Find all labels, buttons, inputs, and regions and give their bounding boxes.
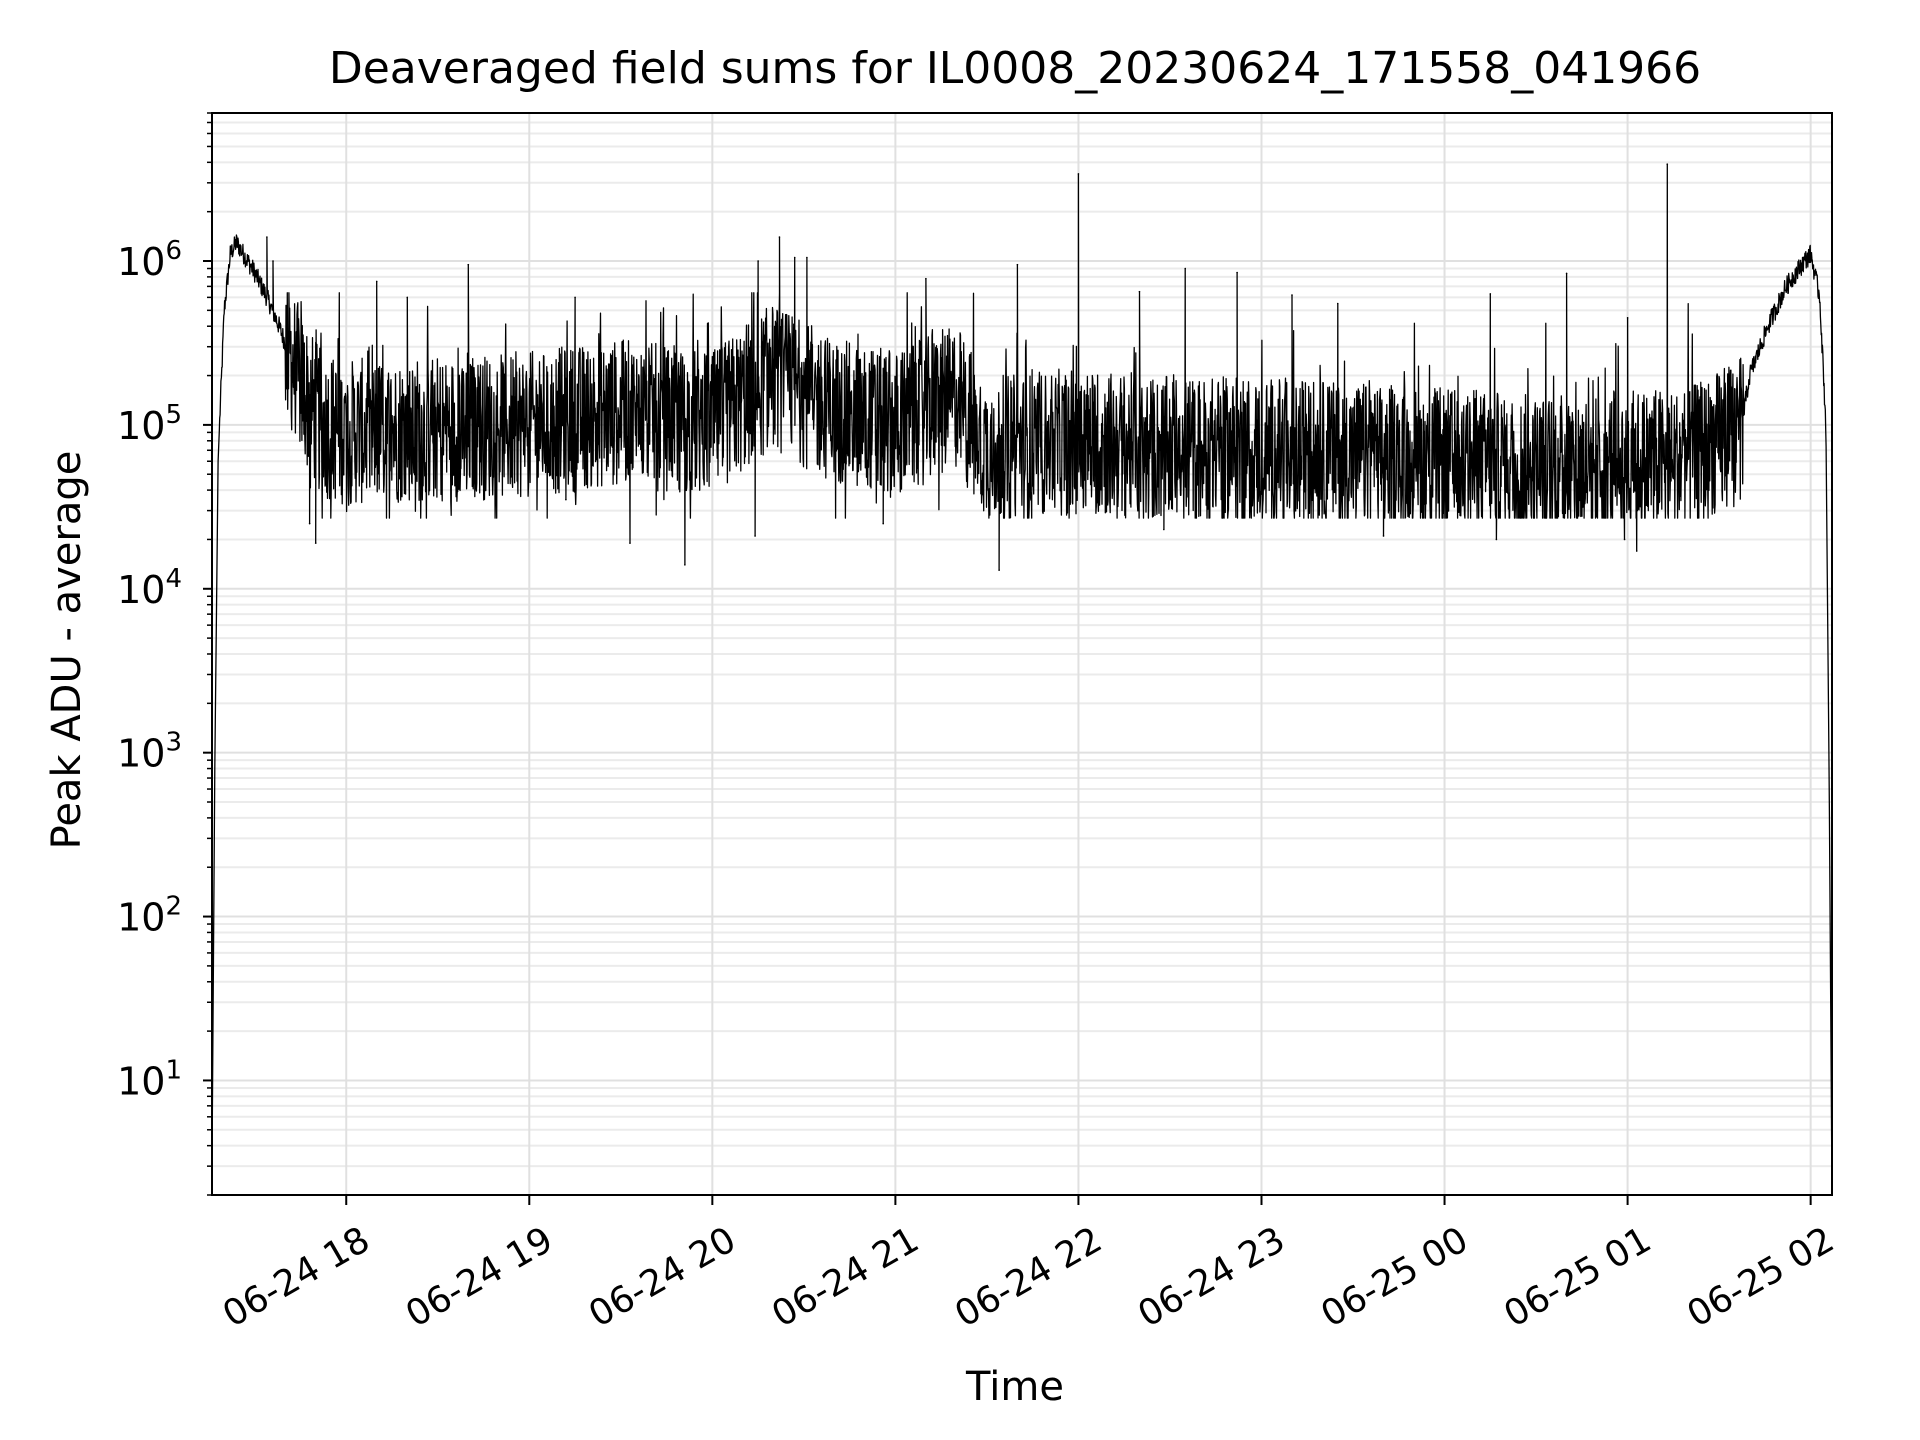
dip-point bbox=[314, 542, 317, 544]
y-tick-label-exponent: 1 bbox=[165, 1055, 182, 1085]
spike-point bbox=[375, 280, 378, 283]
dip-point bbox=[565, 498, 567, 501]
spike-point bbox=[778, 236, 781, 238]
dip-point bbox=[1635, 550, 1638, 552]
dip-point bbox=[684, 564, 686, 566]
y-tick-label-base: 10 bbox=[117, 404, 165, 448]
spike-point bbox=[266, 236, 268, 238]
y-tick-label-exponent: 5 bbox=[165, 400, 182, 430]
y-tick-label: 103 bbox=[117, 728, 182, 776]
spike-point bbox=[1016, 263, 1019, 266]
y-tick-label-exponent: 3 bbox=[165, 728, 182, 758]
spike-point bbox=[406, 296, 409, 299]
y-axis-label: Peak ADU - average bbox=[44, 451, 90, 850]
dip-point bbox=[308, 522, 311, 525]
y-tick-label: 101 bbox=[117, 1055, 182, 1103]
x-axis-label: Time bbox=[965, 1364, 1064, 1410]
spike-point bbox=[1626, 317, 1629, 319]
spike-point bbox=[574, 296, 576, 299]
dip-point bbox=[1382, 535, 1385, 537]
spike-point bbox=[1336, 302, 1339, 305]
y-tick-label-base: 10 bbox=[117, 732, 165, 776]
dip-point bbox=[1495, 538, 1498, 541]
y-tick-label-exponent: 6 bbox=[165, 236, 182, 266]
y-tick-label: 102 bbox=[117, 892, 182, 940]
dip-point bbox=[998, 569, 1000, 571]
dip-point bbox=[629, 542, 631, 544]
spike-point bbox=[925, 277, 927, 280]
y-tick-label-exponent: 4 bbox=[165, 564, 182, 594]
dip-point bbox=[1163, 528, 1165, 531]
y-tick-label: 105 bbox=[117, 400, 182, 448]
spike-point bbox=[1489, 293, 1492, 295]
y-tick-label: 106 bbox=[117, 236, 182, 284]
spike-point bbox=[793, 256, 796, 259]
spike-point bbox=[1184, 267, 1187, 270]
y-tick-label-base: 10 bbox=[117, 240, 165, 284]
spike-point bbox=[806, 256, 808, 259]
spike-point bbox=[1565, 272, 1568, 275]
series-layer bbox=[211, 163, 1833, 1167]
y-tick-label: 104 bbox=[117, 564, 182, 612]
spike-point bbox=[467, 263, 470, 266]
y-tick-label-base: 10 bbox=[117, 568, 165, 612]
dip-point bbox=[882, 522, 884, 525]
spike-point bbox=[757, 260, 759, 262]
chart-title: Deaveraged field sums for IL0008_2023062… bbox=[329, 43, 1701, 94]
spike-point bbox=[1291, 294, 1293, 296]
spike-point bbox=[272, 260, 274, 262]
spike-point bbox=[1077, 173, 1080, 175]
series-line bbox=[211, 163, 1833, 1167]
y-tick-label-exponent: 2 bbox=[165, 892, 182, 922]
y-tick-label-base: 10 bbox=[117, 1059, 165, 1103]
y-tick-label-base: 10 bbox=[117, 896, 165, 940]
spike-point bbox=[1666, 163, 1669, 165]
dip-point bbox=[1623, 538, 1626, 541]
dip-point bbox=[754, 535, 756, 537]
spike-point bbox=[1138, 290, 1141, 293]
spike-point bbox=[1236, 271, 1238, 274]
